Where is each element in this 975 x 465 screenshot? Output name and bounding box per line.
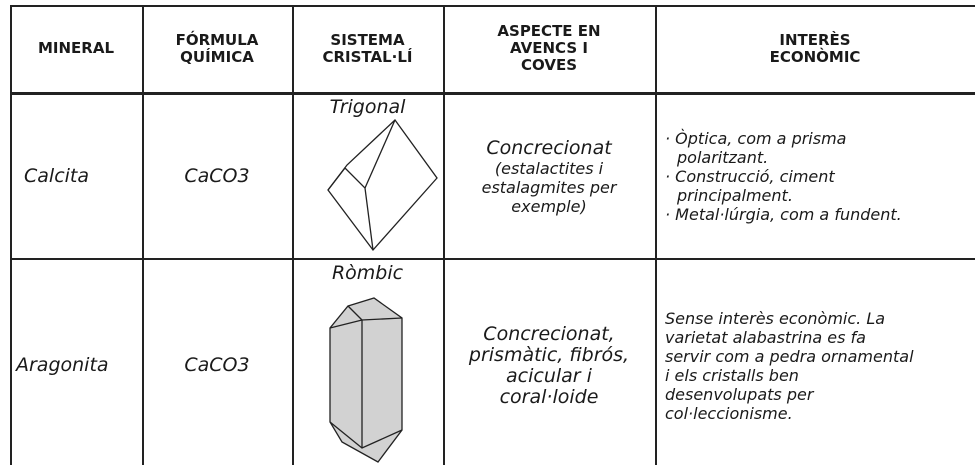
header-text: COVES [520,56,577,74]
formula-text: CaCO3 [184,354,250,376]
header-text: SISTEMA [330,30,405,49]
interest-text: · Construcció, ciment [665,167,835,186]
interest-text: · Metal·lúrgia, com a fundent. [665,205,902,224]
interest-cell: · Òptica, com a prisma polaritzant. · Cons… [655,95,975,258]
header-cell: ASPECTE EN AVENCS I COVES [443,5,655,92]
header-cell: FÓRMULA QUÍMICA [142,5,292,92]
aspect-text: exemple) [511,196,587,216]
system-cell: Ròmbic [292,261,443,465]
column-rule [655,5,657,465]
formula-cell: CaCO3 [142,261,292,465]
aspect-text: prismàtic, fibrós, [468,343,630,366]
interest-text: Sense interès econòmic. La [665,308,886,328]
header-cell: INTERÈS ECONÒMIC [655,5,975,92]
interest-text: principalment. [677,186,793,205]
aspect-text: acicular i [506,364,592,387]
aspect-cell: Concrecionat, prismàtic, fibrós, acicular … [443,261,655,465]
header-cell: MINERAL [10,5,142,92]
aspect-cell: Concrecionat (estalactites i estalagmites … [443,95,655,258]
interest-cell: Sense interès econòmic. La varietat alaba… [655,261,975,465]
mineral-name: Calcita [24,165,90,187]
system-cell: Trigonal [292,95,443,258]
aspect-text: coral·loide [499,385,599,408]
interest-text: · Òptica, com a prisma [665,129,847,148]
formula-cell: CaCO3 [142,95,292,258]
system-label: Trigonal [329,96,406,118]
column-rule [10,5,12,465]
aspect-text: estalagmites per [481,177,617,197]
column-rule [443,5,445,465]
aspect-text: Concrecionat [486,136,612,159]
header-text: FÓRMULA [175,30,259,49]
aspect-text: Concrecionat, [483,322,615,345]
header-text: INTERÈS [779,30,851,49]
mineral-cell: Calcita [10,95,142,258]
header-text: QUÍMICA [180,47,254,66]
rombic-crystal [329,297,403,463]
header-rule [10,92,975,95]
header-text: ASPECTE EN [497,22,601,40]
header-cell: SISTEMA CRISTAL·LÍ [292,5,443,92]
interest-text: col·leccionisme. [665,403,793,423]
header-text: ECONÒMIC [769,47,861,66]
interest-text: varietat alabastrina es fa [665,327,866,347]
mineral-cell: Aragonita [10,261,142,465]
header-text: CRISTAL·LÍ [322,47,413,66]
column-rule [142,5,144,465]
top-rule [10,5,975,7]
formula-text: CaCO3 [184,165,250,187]
mineral-name: Aragonita [16,354,109,376]
column-rule [292,5,294,465]
trigonal-crystal [327,119,438,252]
interest-text: i els cristalls ben [665,365,799,385]
header-text: MINERAL [37,39,115,57]
system-label: Ròmbic [331,262,404,284]
interest-text: desenvolupats per [665,384,814,404]
interest-text: servir com a pedra ornamental [665,346,914,366]
row-rule [10,258,975,260]
aspect-text: (estalactites i [494,158,604,178]
interest-text: polaritzant. [677,148,769,167]
header-text: AVENCS I [510,39,588,57]
